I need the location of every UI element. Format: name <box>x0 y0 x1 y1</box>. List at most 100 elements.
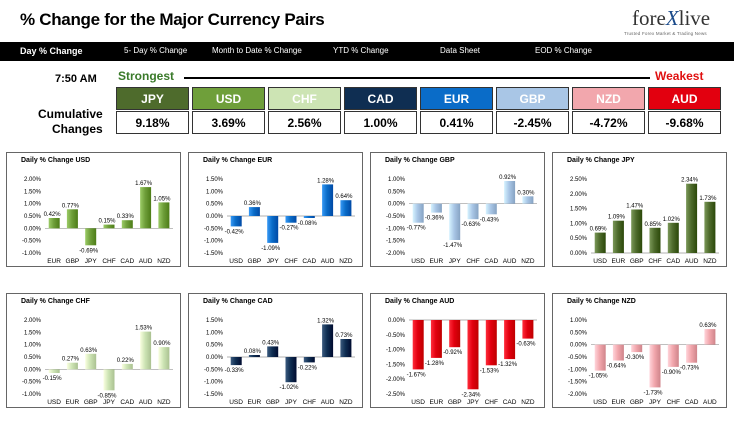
cumulative-label-line2: Changes <box>52 122 103 136</box>
data-label: -0.36% <box>425 216 445 222</box>
category-label: EUR <box>430 399 444 406</box>
data-label: 1.09% <box>608 215 626 221</box>
bar-chf <box>467 203 479 220</box>
chart-cad: 1.50% 1.00% 0.50% 0.00% -0.50% -1.00% -1.50% -0… <box>204 318 355 406</box>
y-tick-label: -1.00% <box>22 392 42 398</box>
y-tick-label: -1.50% <box>204 392 224 398</box>
data-label: 0.69% <box>590 227 608 233</box>
chart-chf: 2.00% 1.50% 1.00% 0.50% 0.00% -0.50% -1.00% -0.… <box>22 318 173 406</box>
bar-aud <box>322 184 334 216</box>
data-label: -0.42% <box>225 229 245 235</box>
category-label: CAD <box>120 399 134 406</box>
data-label: 1.32% <box>317 318 335 324</box>
data-label: 0.22% <box>117 358 135 364</box>
data-label: -0.27% <box>279 226 299 232</box>
nav-month-to-date-change[interactable]: Month to Date % Change <box>212 46 302 55</box>
category-label: CAD <box>484 258 498 265</box>
bar-jpy <box>267 216 279 243</box>
bar-eur <box>48 218 60 229</box>
currency-eur-value: 0.41% <box>420 111 493 134</box>
category-label: CAD <box>302 258 316 265</box>
category-label: GBP <box>248 258 262 265</box>
data-label: -0.77% <box>407 226 427 232</box>
data-label: 1.73% <box>699 196 717 202</box>
data-label: 0.63% <box>80 348 98 354</box>
data-label: 1.53% <box>135 326 153 332</box>
y-tick-label: 2.00% <box>24 318 42 324</box>
bar-cad <box>303 216 315 218</box>
y-tick-label: 1.00% <box>570 318 588 324</box>
data-label: -0.22% <box>298 365 318 371</box>
y-tick-label: 0.50% <box>24 355 42 361</box>
category-label: JPY <box>285 399 298 406</box>
y-tick-label: 0.00% <box>570 251 588 257</box>
currency-cad-label: CAD <box>344 87 417 110</box>
nav-day-change[interactable]: Day % Change <box>20 46 83 56</box>
currency-gbp-label: GBP <box>496 87 569 110</box>
data-label: 0.73% <box>335 333 353 339</box>
nav-data-sheet[interactable]: Data Sheet <box>440 46 481 55</box>
forexlive-logo[interactable]: foreXlive <box>632 6 710 31</box>
category-label: CHF <box>102 258 115 265</box>
data-label: -0.43% <box>480 217 500 223</box>
logo-x: X <box>665 6 679 30</box>
chart-title: Daily % Change EUR <box>203 157 273 164</box>
bar-aud <box>140 331 152 370</box>
category-label: NZD <box>157 258 171 265</box>
bar-jpy <box>103 369 115 391</box>
y-tick-label: -1.50% <box>386 239 406 245</box>
chart-title: Daily % Change USD <box>21 157 91 164</box>
bar-jpy <box>85 228 97 246</box>
currency-aud-value: -9.68% <box>648 111 721 134</box>
nav-ytd-change[interactable]: YTD % Change <box>333 46 389 55</box>
data-label: -0.92% <box>443 350 463 356</box>
y-tick-label: 0.00% <box>388 202 406 208</box>
y-tick-label: -1.00% <box>22 251 42 257</box>
category-label: EUR <box>66 399 80 406</box>
bar-aud <box>140 187 152 229</box>
bar-cad <box>504 320 516 360</box>
category-label: JPY <box>467 399 480 406</box>
chart-title: Daily % Change CHF <box>21 298 90 305</box>
bar-cad <box>667 222 679 253</box>
strongest-label: Strongest <box>118 69 175 83</box>
bar-usd <box>594 232 606 253</box>
y-tick-label: -2.00% <box>386 251 406 257</box>
chart-panel-nzd: Daily % Change NZD 1.00% 0.50% 0.00% -0.50% -… <box>552 293 727 408</box>
y-tick-label: 0.50% <box>206 202 224 208</box>
category-label: EUR <box>47 258 61 265</box>
nav-5-day-change[interactable]: 5- Day % Change <box>124 46 188 55</box>
bar-usd <box>48 369 60 373</box>
y-tick-label: 0.00% <box>206 214 224 220</box>
bar-jpy <box>449 203 461 240</box>
cumulative-label: Cumulative Changes <box>38 107 103 137</box>
chart-panel-chf: Daily % Change CHF 2.00% 1.50% 1.00% 0.50% 0.… <box>6 293 181 408</box>
category-label: AUD <box>139 258 153 265</box>
data-label: 0.33% <box>117 214 135 220</box>
y-tick-label: 0.00% <box>388 318 406 324</box>
bar-jpy <box>649 344 661 388</box>
currency-jpy-label: JPY <box>116 87 189 110</box>
nav-eod-change[interactable]: EOD % Change <box>535 46 592 55</box>
category-label: USD <box>411 399 425 406</box>
y-tick-label: 1.00% <box>206 189 224 195</box>
bar-chf <box>103 224 115 229</box>
category-label: AUD <box>321 258 335 265</box>
chart-panel-eur: Daily % Change EUR 1.50% 1.00% 0.50% 0.00% -0… <box>188 152 363 267</box>
data-label: 0.27% <box>62 357 80 363</box>
category-label: CHF <box>667 399 680 406</box>
y-tick-label: -0.50% <box>204 367 224 373</box>
y-tick-label: 2.00% <box>570 192 588 198</box>
bar-eur <box>430 203 442 213</box>
category-label: USD <box>47 399 61 406</box>
category-label: JPY <box>103 399 116 406</box>
y-tick-label: -1.50% <box>386 362 406 368</box>
category-label: JPY <box>267 258 280 265</box>
y-tick-label: -0.50% <box>22 239 42 245</box>
data-label: -1.73% <box>643 390 663 396</box>
data-label: -1.28% <box>425 361 445 367</box>
y-tick-label: 0.00% <box>570 343 588 349</box>
category-label: CAD <box>666 258 680 265</box>
bar-cad <box>121 363 133 370</box>
bar-gbp <box>631 209 643 253</box>
